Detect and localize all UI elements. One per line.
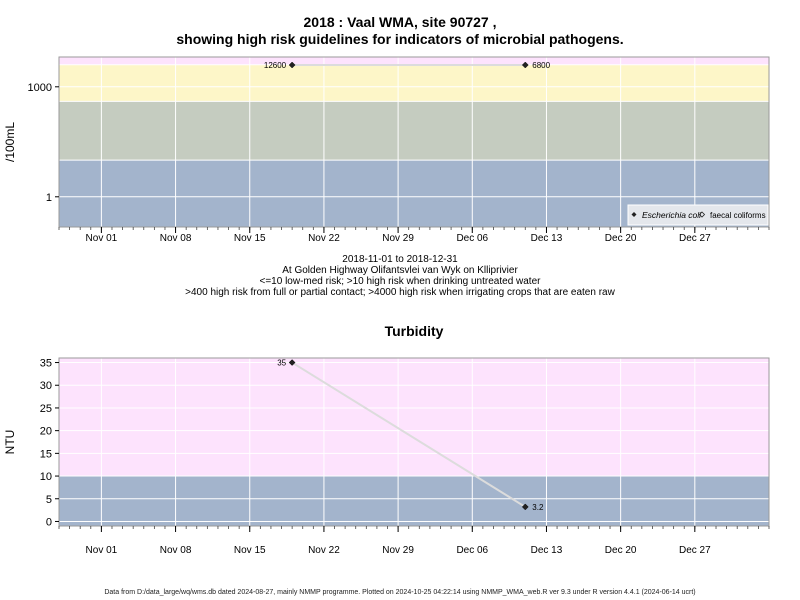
data-label: 12600: [264, 61, 287, 70]
y-tick-label: 1: [46, 192, 52, 204]
page-title-line1: 2018 : Vaal WMA, site 90727 ,: [303, 14, 497, 30]
y-tick-label: 25: [40, 403, 52, 415]
x-tick-label: Dec 06: [456, 233, 488, 244]
page-title-line2: showing high risk guidelines for indicat…: [176, 31, 624, 47]
plot-border: [58, 357, 770, 527]
y-tick-label: 15: [40, 448, 52, 460]
plot-border: [58, 56, 770, 228]
x-tick-label: Nov 29: [382, 233, 414, 244]
y-tick-label: 30: [40, 380, 52, 392]
footer-note: Data from D:/data_large/wq/wms.db dated …: [104, 589, 696, 596]
legend-marker-open: [698, 211, 706, 218]
x-tick-label: Nov 22: [308, 233, 340, 244]
risk-band: [59, 64, 769, 102]
legend-label: faecal coliforms: [710, 211, 766, 220]
turbidity-chart: Turbidity 0 5 10 15 20 25 30 35 NTU Nov 01 Nov 08 No…: [3, 323, 770, 556]
x-tick-label: Dec 27: [679, 233, 711, 244]
x-tick-label: Nov 08: [160, 233, 192, 244]
x-tick-label: Nov 22: [308, 545, 340, 556]
series-line: [291, 361, 526, 508]
risk-band: [59, 476, 769, 526]
legend-box: [627, 204, 769, 226]
subtitle-drinking-guideline: <=10 low-med risk; >10 high risk when dr…: [259, 276, 541, 287]
risk-band: [59, 57, 769, 65]
x-tick-label: Nov 29: [382, 545, 414, 556]
y-tick-label: 5: [46, 494, 52, 506]
y-tick-label: 10: [40, 471, 52, 483]
y-tick-label: 35: [40, 358, 52, 370]
x-tick-label: Dec 13: [531, 233, 563, 244]
chart-legend: Escherichia coli faecal coliforms: [627, 204, 769, 226]
legend-marker-filled: [631, 212, 637, 217]
y-axis-label: NTU: [3, 430, 17, 455]
data-point: [288, 359, 296, 366]
legend-label: Escherichia coli: [642, 210, 702, 220]
data-point: [521, 503, 529, 511]
subtitle-date-range: 2018-11-01 to 2018-12-31: [342, 254, 458, 265]
x-tick-label: Nov 15: [234, 233, 266, 244]
risk-band: [59, 101, 769, 161]
subtitle-location: At Golden Highway Olifantsvlei van Wyk o…: [282, 265, 518, 276]
x-tick-label: Dec 13: [531, 545, 563, 556]
subtitle-contact-guideline: >400 high risk from full or partial cont…: [185, 287, 615, 298]
x-tick-label: Nov 15: [234, 545, 266, 556]
x-tick-label: Dec 20: [605, 545, 637, 556]
data-label: 35: [277, 359, 286, 368]
x-tick-label: Dec 20: [605, 233, 637, 244]
x-tick-label: Nov 01: [86, 233, 118, 244]
data-label: 6800: [532, 61, 550, 70]
x-tick-label: Nov 01: [86, 545, 118, 556]
y-tick-label: 0: [46, 516, 52, 528]
data-point: [288, 61, 296, 69]
y-tick-label: 1000: [28, 82, 52, 94]
data-point: [521, 61, 529, 69]
risk-band: [59, 358, 769, 477]
x-tick-label: Dec 27: [679, 545, 711, 556]
y-axis-label: /100mL: [3, 122, 17, 162]
y-tick-label: 20: [40, 426, 52, 438]
ecoli-chart: 1 1000/100mL Nov 01 Nov 08 Nov 15 Nov 22 Nov 2…: [3, 56, 770, 244]
data-label: 3.2: [532, 503, 544, 512]
chart-title: Turbidity: [385, 323, 444, 339]
x-tick-label: Dec 06: [456, 545, 488, 556]
x-tick-label: Nov 08: [160, 545, 192, 556]
